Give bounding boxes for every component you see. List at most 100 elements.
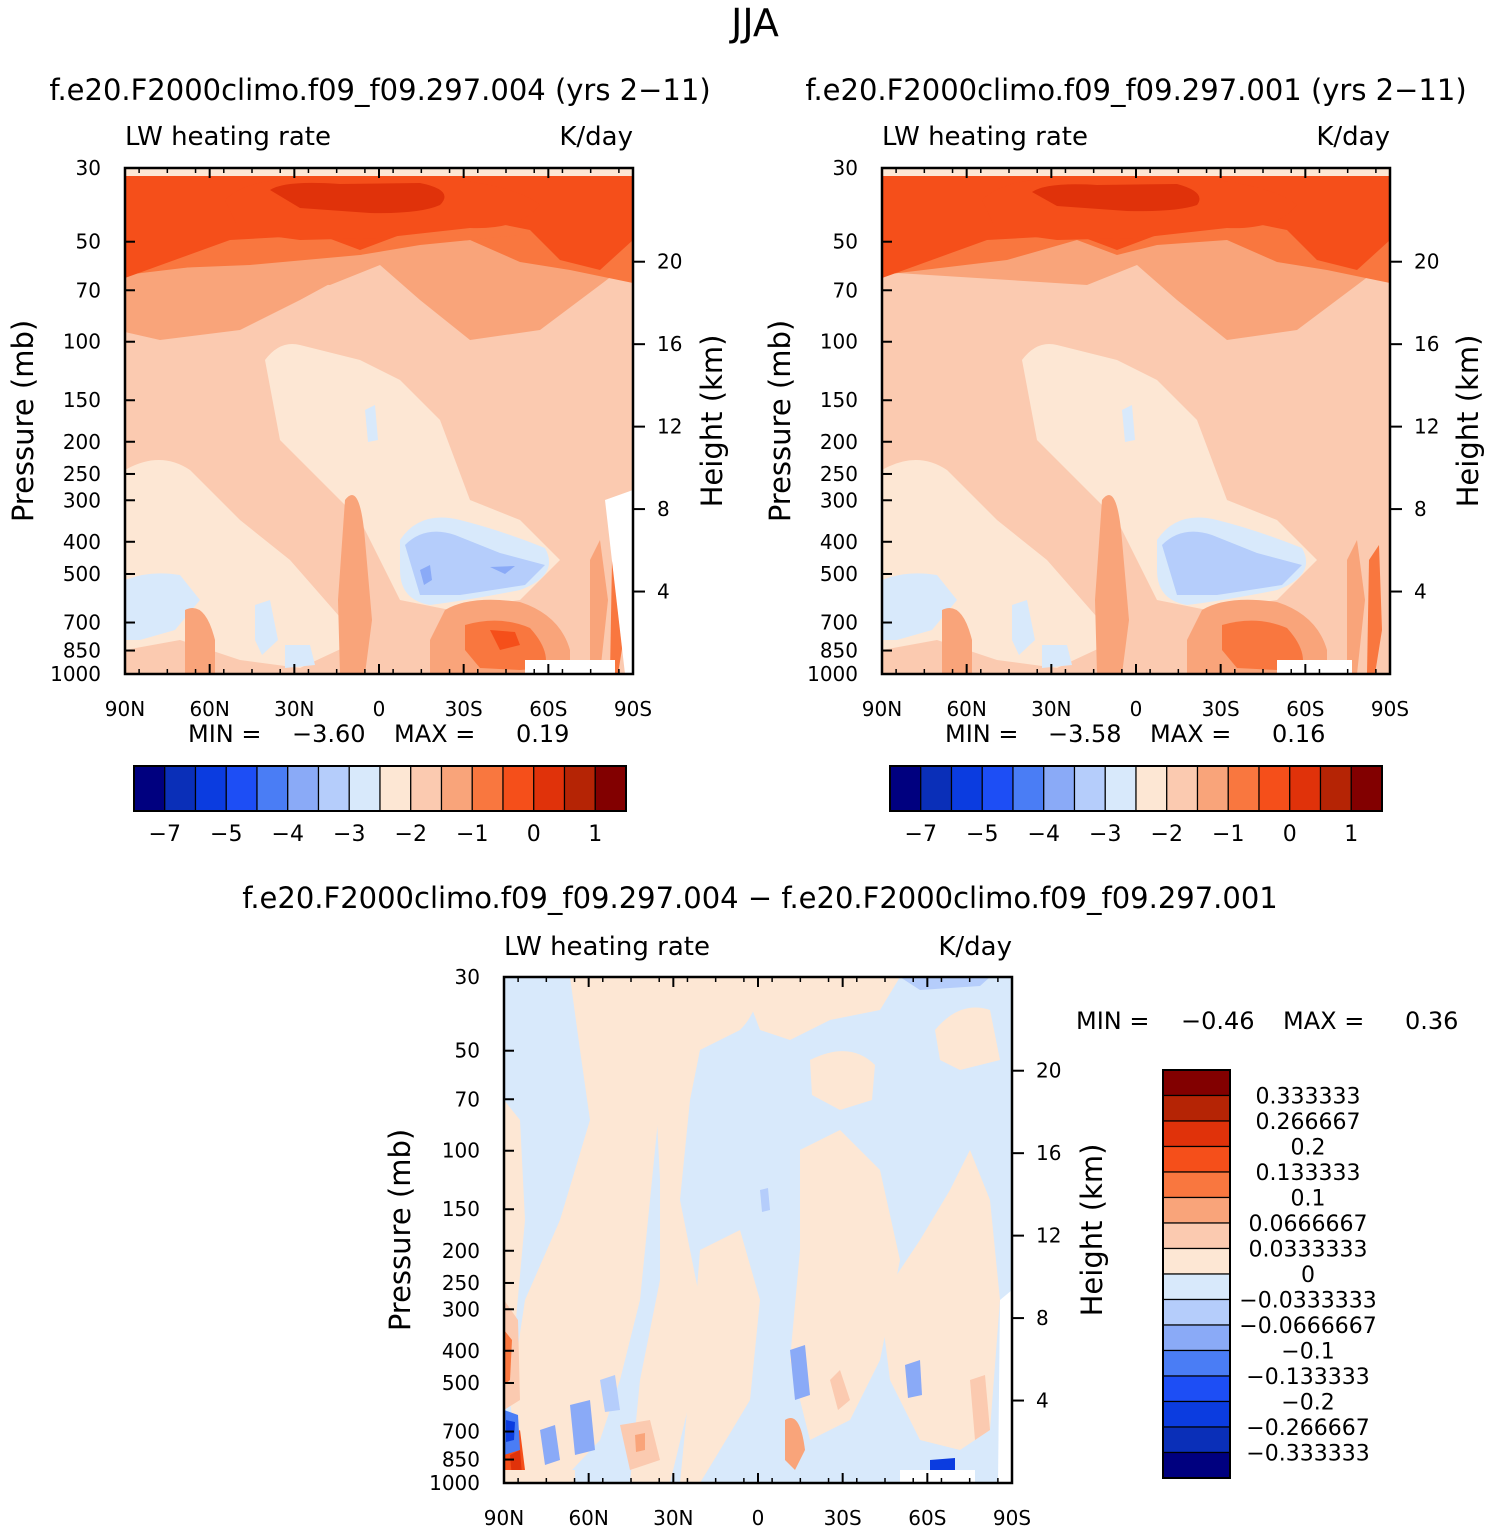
axes-left: 90N 60N 30N 0 30S 60S 90S 30 50 70 100 150 200 250300… [50,156,682,721]
colorbar-swatch [594,765,627,812]
colorbar-label: −4 [272,822,304,847]
y-tick-label: 850 [820,639,858,663]
max-value-left: 0.19 [516,720,569,748]
y-tick-label: 150 [442,1197,480,1221]
colorbar-swatch [1196,765,1229,812]
colorbar-diff: 0.3333330.2666670.20.1333330.10.06666670… [1162,1069,1377,1479]
y-tick-label: 200 [63,430,101,454]
y-tick-label: 100 [442,1139,480,1163]
colorbar-swatch [1012,765,1045,812]
colorbar-label: −4 [1028,822,1060,847]
colorbar-label: 0.0666667 [1249,1212,1368,1237]
variable-label-right: LW heating rate [882,122,1088,152]
colorbar-swatch [256,765,289,812]
x-tick-label: 30S [1202,697,1240,721]
contour-field-right [882,168,1390,674]
y-axis-title-diff: Pressure (mb) [383,1129,417,1331]
axes-right: 90N 60N 30N 0 30S 60S 90S 30 50 70 100 150 200 250300… [807,156,1439,721]
units-label-right: K/day [1316,122,1390,152]
colorbar-label: −7 [149,822,181,847]
y-tick-label: 400 [820,530,858,554]
y-tick-label: 70 [455,1087,480,1111]
colorbar-swatch [287,765,320,812]
colorbar-swatch [533,765,566,812]
y2-tick-label: 4 [1036,1389,1049,1413]
colorbar-label: −5 [210,822,242,847]
y2-tick-label: 20 [1036,1059,1061,1083]
colorbar-swatch [1162,1451,1231,1479]
colorbar-label: −0.2 [1281,1391,1334,1416]
colorbar-swatch [1350,765,1383,812]
max-label-diff: MAX = [1283,1007,1364,1035]
colorbar-swatch [1104,765,1137,812]
y-tick-label: 150 [63,388,101,412]
colorbar-swatch [1162,1222,1231,1250]
colorbar-swatch [1135,765,1168,812]
colorbar-swatch [950,765,983,812]
colorbar-swatch [225,765,258,812]
case-title-right: f.e20.F2000climo.f09_f09.297.001 (yrs 2−… [805,73,1466,107]
colorbar-swatch [1162,1247,1231,1275]
min-label-left: MIN = [188,720,261,748]
y-tick-label: 1000 [50,662,101,686]
colorbar-label: −0.1 [1281,1340,1334,1365]
colorbar-swatch [1162,1171,1231,1199]
y-tick-label: 250 [820,462,858,486]
y-tick-label: 250 [442,1271,480,1295]
colorbar-label: 0.333333 [1256,1085,1361,1110]
colorbar-swatch [1319,765,1352,812]
colorbar-swatch [1162,1298,1231,1326]
y2-tick-label: 8 [1036,1306,1049,1330]
colorbar-swatch [889,765,922,812]
min-value-right: −3.58 [1048,720,1122,748]
colorbar-swatch [502,765,535,812]
contour-field-left [125,168,633,674]
y-tick-label: 500 [442,1371,480,1395]
colorbar-swatch [164,765,197,812]
y-tick-label: 150 [820,388,858,412]
y-tick-label: 50 [455,1039,480,1063]
colorbar-label: −1 [1212,822,1244,847]
colorbar-swatch [1162,1426,1231,1454]
axes-diff: 90N 60N 30N 0 30S 60S 90S 30 50 70 100 150 200 250300… [429,965,1061,1530]
y2-tick-label: 16 [1414,332,1439,356]
x-tick-label: 60N [946,697,986,721]
x-tick-label: 90N [862,697,902,721]
colorbar-label: −5 [966,822,998,847]
units-label-left: K/day [559,122,633,152]
y-tick-label: 850 [442,1448,480,1472]
y2-axis-title-diff: Height (km) [1075,1144,1109,1317]
colorbar-swatch [317,765,350,812]
min-value-left: −3.60 [292,720,366,748]
units-label-diff: K/day [938,932,1012,962]
colorbar-label: 0 [1283,822,1297,847]
colorbar-label: 0.1 [1291,1187,1326,1212]
colorbar-label: −7 [905,822,937,847]
x-tick-label: 90S [1371,697,1409,721]
colorbar-label: 1 [1344,822,1358,847]
colorbar-swatch [1162,1120,1231,1148]
x-tick-label: 60N [189,697,229,721]
x-tick-label: 30N [653,1506,693,1530]
colorbar-label: −3 [1089,822,1121,847]
y2-tick-label: 20 [1414,250,1439,274]
y-tick-label: 100 [820,330,858,354]
colorbar-swatch [410,765,443,812]
y-tick-label: 500 [820,562,858,586]
colorbar-swatch [1162,1349,1231,1377]
y-tick-label: 500 [63,562,101,586]
y-tick-label: 30 [455,965,480,989]
colorbar-swatch [379,765,412,812]
colorbar-swatch [1162,1273,1231,1301]
y2-tick-label: 4 [657,580,670,604]
y2-axis-title-left: Height (km) [695,335,729,508]
colorbar-label: −0.333333 [1246,1442,1369,1467]
min-label-diff: MIN = [1076,1007,1149,1035]
colorbar-label: 1 [588,822,602,847]
x-tick-label: 90S [993,1506,1031,1530]
y2-tick-label: 20 [657,250,682,274]
page-title: JJA [729,1,779,45]
colorbar-left: −7 −5 −4 −3 −2 −1 0 1 [133,765,627,847]
y-axis-title-right: Pressure (mb) [763,320,797,522]
